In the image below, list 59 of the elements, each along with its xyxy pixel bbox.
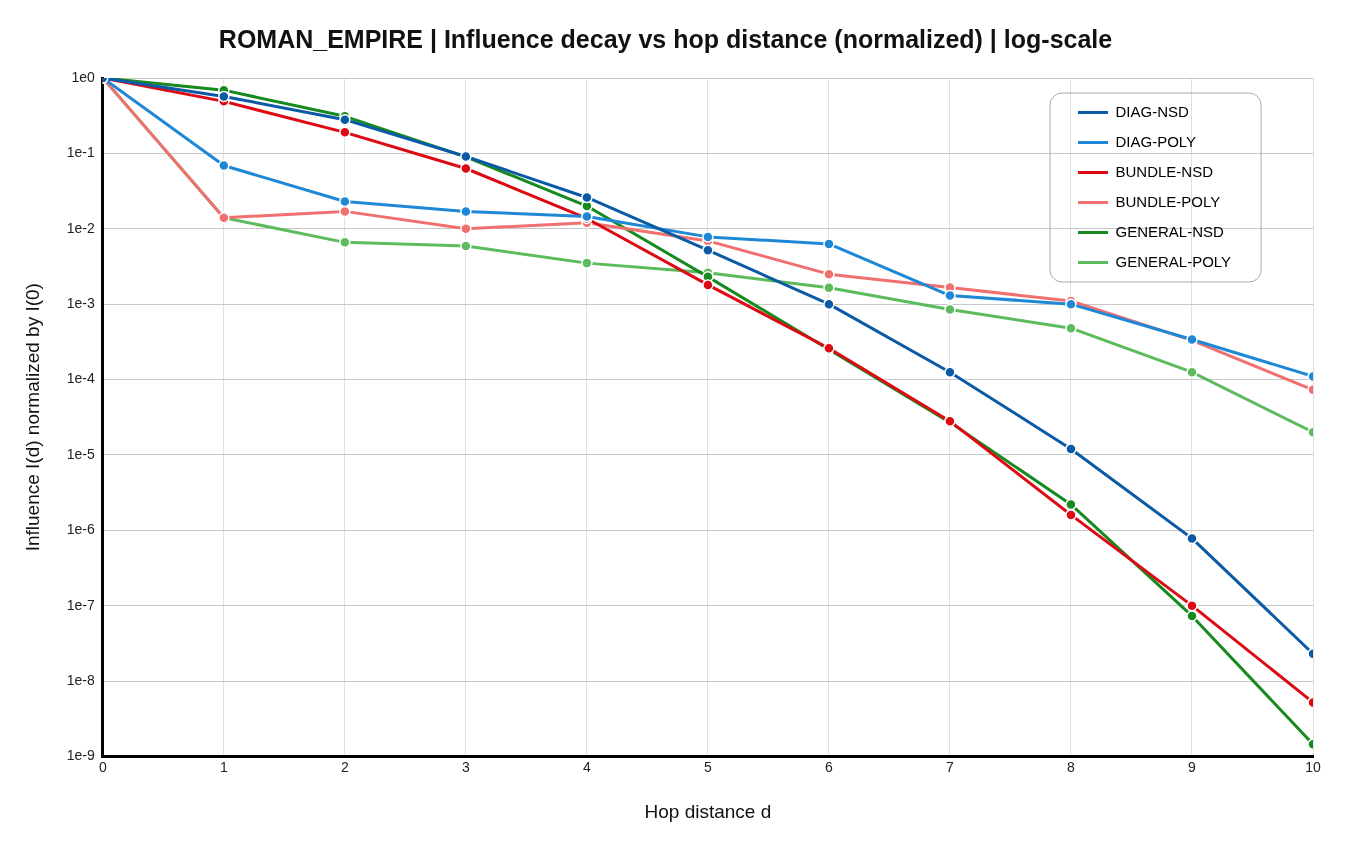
x-tick-label: 3 (461, 758, 470, 775)
point (1065, 509, 1077, 521)
y-tick-label: 1e0 (71, 68, 96, 85)
point (823, 268, 835, 280)
x-tick-label: 0 (98, 758, 107, 775)
chart-title: ROMAN_EMPIRE | Influence decay vs hop distance (normalized) | log-scale (218, 24, 1113, 53)
legend-label: GENERAL-POLY (1115, 252, 1232, 270)
point (460, 205, 472, 218)
point (702, 244, 714, 256)
point (823, 281, 835, 294)
x-tick-label: 2 (340, 758, 349, 775)
point (1186, 599, 1198, 612)
point (1186, 532, 1198, 545)
point (944, 289, 956, 302)
point (1065, 322, 1077, 334)
x-tick-label: 4 (582, 758, 591, 775)
point (1065, 498, 1077, 511)
point (702, 279, 714, 291)
point (823, 238, 835, 250)
point (823, 298, 835, 310)
legend-label: DIAG-POLY (1115, 132, 1197, 150)
point (218, 90, 230, 103)
legend-label: BUNDLE-NSD (1115, 162, 1214, 180)
point (944, 303, 956, 316)
y-tick-label: 1e-4 (66, 370, 96, 387)
point (339, 195, 351, 208)
x-tick-label: 6 (825, 758, 834, 775)
point (581, 191, 593, 204)
x-tick-label: 9 (1188, 758, 1197, 775)
x-tick-label: 8 (1067, 758, 1076, 775)
point (1186, 610, 1198, 622)
x-tick-label: 5 (704, 758, 713, 775)
y-tick-label: 1e-6 (66, 521, 96, 538)
y-axis-title: Influence I(d) normalized by I(0) (21, 283, 43, 552)
point (460, 240, 472, 252)
y-tick-label: 1e-2 (66, 219, 96, 236)
point (339, 236, 351, 249)
point (218, 159, 230, 172)
point (1065, 443, 1077, 455)
point (460, 223, 472, 235)
y-tick-label: 1e-5 (66, 445, 96, 462)
y-tick-label: 1e-8 (66, 671, 96, 688)
legend-label: DIAG-NSD (1115, 102, 1189, 120)
point (1186, 366, 1198, 378)
point (702, 231, 714, 243)
x-tick-label: 1 (219, 758, 228, 775)
x-axis-title: Hop distance d (644, 800, 772, 822)
x-tick-label: 7 (946, 758, 955, 775)
legend-label: BUNDLE-POLY (1115, 192, 1221, 210)
y-tick-label: 1e-9 (66, 747, 96, 764)
legend-label: GENERAL-NSD (1115, 222, 1225, 240)
point (339, 126, 351, 139)
point (944, 366, 956, 378)
y-tick-label: 1e-7 (66, 596, 96, 613)
y-tick-label: 1e-3 (66, 294, 96, 311)
x-tick-label: 10 (1305, 758, 1321, 775)
point (581, 257, 593, 269)
point (460, 162, 472, 175)
y-tick-label: 1e-1 (66, 144, 96, 161)
